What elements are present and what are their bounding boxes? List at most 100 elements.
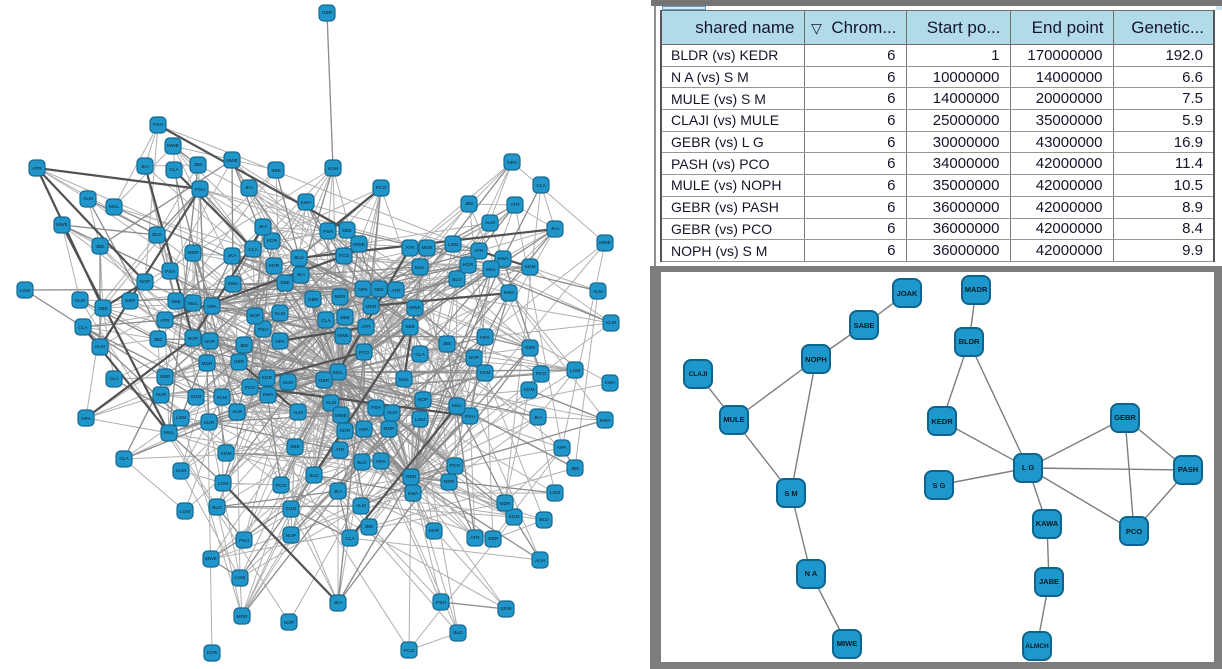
svg-text:PSH: PSH xyxy=(165,269,175,275)
svg-text:CLA: CLA xyxy=(119,456,129,462)
svg-text:PCO: PCO xyxy=(404,648,415,654)
svg-text:MDR: MDR xyxy=(366,304,377,310)
svg-text:L G: L G xyxy=(1022,463,1035,472)
svg-text:SABE: SABE xyxy=(854,321,875,330)
svg-text:SGM: SGM xyxy=(221,451,232,457)
svg-text:JKA: JKA xyxy=(228,253,238,259)
svg-text:KWA: KWA xyxy=(228,281,240,287)
svg-text:MUL: MUL xyxy=(452,403,462,409)
svg-text:CLA: CLA xyxy=(345,536,355,542)
svg-text:SGM: SGM xyxy=(525,264,536,270)
svg-text:BLD: BLD xyxy=(452,277,462,283)
svg-text:JBE: JBE xyxy=(571,466,580,472)
svg-text:NOP: NOP xyxy=(140,279,150,285)
svg-text:ALM: ALM xyxy=(232,409,242,415)
svg-text:PSH: PSH xyxy=(195,187,205,193)
svg-text:KDR: KDR xyxy=(429,528,440,534)
svg-text:S M: S M xyxy=(784,489,797,498)
svg-text:SBE: SBE xyxy=(340,315,350,321)
svg-text:BLDR: BLDR xyxy=(959,337,980,346)
svg-text:MDR: MDR xyxy=(500,501,511,507)
svg-text:MIWE: MIWE xyxy=(837,639,857,648)
svg-text:NOP: NOP xyxy=(205,339,215,345)
svg-text:MWE: MWE xyxy=(599,240,611,246)
svg-text:SGM: SGM xyxy=(286,506,297,512)
svg-text:KWA: KWA xyxy=(504,290,516,296)
svg-text:JBE: JBE xyxy=(443,341,452,347)
svg-text:MADR: MADR xyxy=(965,285,988,294)
svg-text:JKA: JKA xyxy=(259,224,269,230)
svg-text:PSH: PSH xyxy=(465,414,475,420)
svg-text:LGM: LGM xyxy=(415,417,425,423)
svg-text:ATR: ATR xyxy=(391,288,401,294)
svg-text:ALM: ALM xyxy=(293,410,303,416)
svg-text:SGM: SGM xyxy=(191,394,202,400)
svg-text:LGM: LGM xyxy=(218,481,228,487)
svg-text:JBE: JBE xyxy=(194,162,203,168)
svg-text:SBE: SBE xyxy=(290,444,300,450)
svg-text:MDR: MDR xyxy=(202,361,213,367)
svg-text:JKA: JKA xyxy=(141,164,151,170)
svg-text:ATR: ATR xyxy=(32,166,42,172)
svg-text:NPA: NPA xyxy=(359,427,369,433)
svg-text:SBE: SBE xyxy=(280,280,290,286)
svg-text:MUL: MUL xyxy=(415,265,425,271)
svg-text:ATR: ATR xyxy=(470,535,480,541)
svg-text:S G: S G xyxy=(933,481,946,490)
svg-text:KLM: KLM xyxy=(283,380,293,386)
svg-text:MUL: MUL xyxy=(486,267,496,273)
svg-text:ALM: ALM xyxy=(535,558,545,564)
svg-text:KWA: KWA xyxy=(498,256,510,262)
svg-text:MDR: MDR xyxy=(444,479,455,485)
svg-text:NOP: NOP xyxy=(418,397,428,403)
svg-text:ALM: ALM xyxy=(356,503,366,509)
svg-text:BLD: BLD xyxy=(539,517,549,523)
svg-text:KWA: KWA xyxy=(605,380,617,386)
svg-text:KWA: KWA xyxy=(600,418,612,424)
svg-text:CLA: CLA xyxy=(169,167,179,173)
svg-text:JBE: JBE xyxy=(240,343,249,349)
svg-text:NPA: NPA xyxy=(557,445,567,451)
svg-text:CLA: CLA xyxy=(321,318,331,324)
svg-text:KDR: KDR xyxy=(340,428,351,434)
svg-text:NOP: NOP xyxy=(286,533,296,539)
svg-text:KDR: KDR xyxy=(207,650,218,656)
svg-text:SGM: SGM xyxy=(480,370,491,376)
svg-text:KDR: KDR xyxy=(204,420,215,426)
svg-text:GBR: GBR xyxy=(406,474,417,480)
svg-text:PSH: PSH xyxy=(239,538,249,544)
svg-text:NPA: NPA xyxy=(275,339,285,345)
svg-text:CLA: CLA xyxy=(415,352,425,358)
svg-text:BLD: BLD xyxy=(357,460,367,466)
svg-text:LGM: LGM xyxy=(235,575,245,581)
svg-text:NOP: NOP xyxy=(188,336,198,342)
svg-text:ALM: ALM xyxy=(485,220,495,226)
svg-text:SBE: SBE xyxy=(405,324,415,330)
svg-text:GEBR: GEBR xyxy=(1114,413,1136,422)
svg-text:NPA: NPA xyxy=(507,160,517,166)
svg-text:CLA: CLA xyxy=(248,247,258,253)
svg-text:KLM: KLM xyxy=(328,166,338,172)
svg-text:PSH: PSH xyxy=(258,327,268,333)
svg-text:ATR: ATR xyxy=(474,248,484,254)
svg-text:GBR: GBR xyxy=(488,536,499,542)
svg-text:LGM: LGM xyxy=(550,490,560,496)
svg-text:MWE: MWE xyxy=(226,158,238,164)
svg-text:PCO: PCO xyxy=(376,185,387,191)
svg-text:KDR: KDR xyxy=(156,392,167,398)
svg-text:MWE: MWE xyxy=(353,242,365,248)
svg-text:PASH: PASH xyxy=(1178,465,1198,474)
svg-text:MDR: MDR xyxy=(237,614,248,620)
svg-text:MWE: MWE xyxy=(167,143,179,149)
svg-text:ALM: ALM xyxy=(83,196,93,202)
svg-text:GBR: GBR xyxy=(319,378,330,384)
svg-text:KDR: KDR xyxy=(269,263,280,269)
svg-text:NOP: NOP xyxy=(469,355,479,361)
svg-text:KLM: KLM xyxy=(176,468,186,474)
svg-text:MWE: MWE xyxy=(205,556,217,562)
svg-text:KLM: KLM xyxy=(217,395,227,401)
svg-text:PCO: PCO xyxy=(1126,527,1142,536)
svg-text:N A: N A xyxy=(805,569,818,578)
svg-text:MDR: MDR xyxy=(384,426,395,432)
svg-text:JBE: JBE xyxy=(365,524,374,530)
